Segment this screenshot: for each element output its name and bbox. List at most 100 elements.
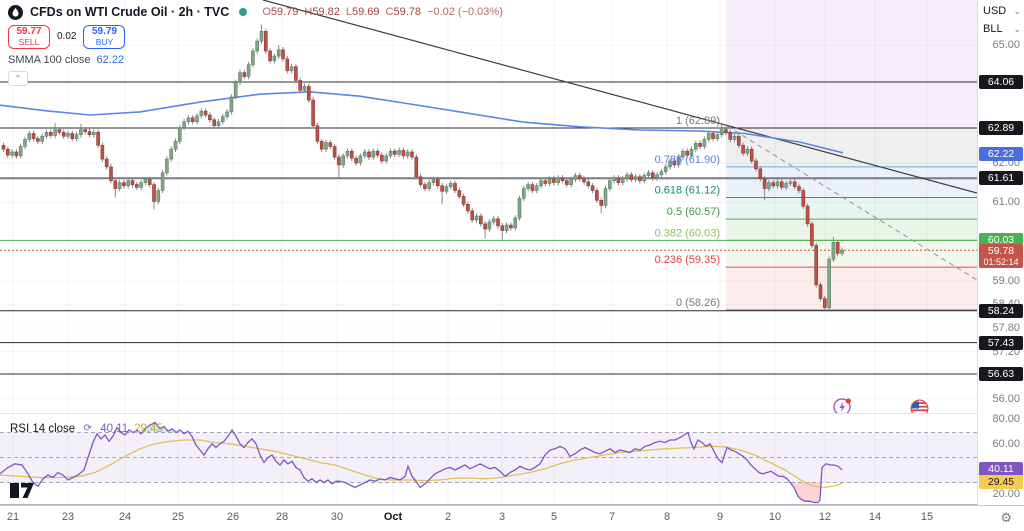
settings-gear-icon[interactable]: ⚙ xyxy=(1000,510,1012,525)
time-axis-label: 24 xyxy=(118,511,132,523)
price-axis-tick: 59.00 xyxy=(992,274,1020,287)
time-axis-label: 5 xyxy=(550,511,558,523)
fib-label: 0.618 (61.12) xyxy=(655,185,720,197)
price-badge: 56.63 xyxy=(979,367,1023,382)
price-badge: 29.45 xyxy=(979,475,1023,490)
rsi-legend: RSI 14 close ⟳ 40.11 29.45 xyxy=(10,422,163,435)
candle-countdown: 01:52:14 xyxy=(983,257,1019,268)
fib-band xyxy=(726,128,977,167)
fib-label: 0.786 (61.90) xyxy=(655,154,720,166)
ohlc-values: O59.79 H59.82 L59.69 C59.78 −0.02 (−0.03%) xyxy=(256,6,503,18)
fib-band xyxy=(726,197,977,220)
price-axis-tick: 20.00 xyxy=(992,488,1020,500)
time-axis-label: 3 xyxy=(498,511,506,523)
ohlc-value: 59.82 xyxy=(312,6,340,18)
price-badge: 59.78 01:52:14 xyxy=(979,244,1023,269)
smma-label: SMMA 100 close xyxy=(8,54,91,66)
rsi-title: RSI 14 close xyxy=(10,422,76,435)
price-badge: 60.03 xyxy=(979,233,1023,248)
fib-label: 1 (62.89) xyxy=(676,115,720,127)
collapse-legend-button[interactable]: ⌃ xyxy=(8,71,28,86)
time-axis-label: 7 xyxy=(608,511,616,523)
time-axis-label: 26 xyxy=(226,511,240,523)
unit-label: BLL xyxy=(983,23,1003,35)
rsi-indicator-pane[interactable]: RSI 14 close ⟳ 40.11 29.45 xyxy=(0,413,977,505)
market-status-dot xyxy=(239,8,248,16)
price-axis-tick: 56.00 xyxy=(992,392,1020,405)
time-axis-label: 10 xyxy=(768,511,782,523)
symbol-logo-icon xyxy=(8,4,23,20)
price-axis-tick: 61.00 xyxy=(992,196,1020,209)
price-badge: 57.43 xyxy=(979,335,1023,350)
smma-value: 62.22 xyxy=(96,54,125,66)
tradingview-logo[interactable] xyxy=(10,483,34,498)
smma-line[interactable] xyxy=(0,90,844,154)
price-scale[interactable]: USD ⌄ BLL ⌄ 65.0062.0061.0059.0058.4057.… xyxy=(977,0,1024,505)
rsi-canvas[interactable] xyxy=(0,414,977,504)
price-badge: 61.61 xyxy=(979,171,1023,186)
sell-button[interactable]: 59.77 SELL xyxy=(8,24,50,49)
time-axis-label: 14 xyxy=(868,511,882,523)
economic-event-us-flag-icon[interactable] xyxy=(910,399,929,413)
currency-label: USD xyxy=(983,5,1007,17)
price-axis-tick: 65.00 xyxy=(992,39,1020,52)
time-axis-label: 9 xyxy=(716,511,724,523)
buy-button[interactable]: 59.79 BUY xyxy=(83,24,126,49)
rsi-ma-line xyxy=(0,439,843,489)
fib-band xyxy=(726,267,977,310)
fib-label: 0.382 (60.03) xyxy=(655,227,720,239)
ohlc-value: 59.69 xyxy=(352,6,380,18)
ohlc-key: C xyxy=(385,6,394,18)
smma-indicator-legend: SMMA 100 close 62.22 xyxy=(8,54,503,66)
price-badge: 58.24 xyxy=(979,303,1023,318)
time-axis-label: 15 xyxy=(920,511,934,523)
chevron-up-icon: ⌃ xyxy=(14,74,22,83)
ohlc-key: L xyxy=(345,6,353,18)
time-axis-label: 23 xyxy=(61,511,75,523)
price-badge: 64.06 xyxy=(979,75,1023,90)
time-axis-label: 21 xyxy=(6,511,20,523)
fib-label: 0 (58.26) xyxy=(676,297,720,309)
price-badge: 62.22 xyxy=(979,147,1023,162)
spread-value: 0.02 xyxy=(57,31,77,42)
change-value: −0.02 (−0.03%) xyxy=(427,6,503,18)
fib-band xyxy=(726,0,977,128)
time-axis-label: 28 xyxy=(275,511,289,523)
time-scale[interactable]: 21 23 24 25 26 28 30 Oct 2 3 5 7 8 9 10 12 14 15 ⚙ xyxy=(0,505,1024,531)
price-axis-tick: 60.00 xyxy=(992,438,1020,450)
chevron-down-icon: ⌄ xyxy=(1013,5,1021,16)
fib-label: 0.236 (59.35) xyxy=(655,254,720,266)
price-axis-tick: 57.80 xyxy=(992,322,1020,335)
fib-band xyxy=(726,219,977,241)
sell-price: 59.77 xyxy=(16,25,42,37)
buy-label: BUY xyxy=(95,36,114,47)
trendline[interactable] xyxy=(262,0,977,194)
time-axis-label: 8 xyxy=(663,511,671,523)
currency-dropdown[interactable]: USD ⌄ xyxy=(983,5,1021,17)
event-lightning-icon[interactable] xyxy=(832,397,852,413)
chevron-down-icon: ⌄ xyxy=(1013,23,1021,34)
buy-price: 59.79 xyxy=(91,25,117,37)
time-axis-label: 2 xyxy=(444,511,452,523)
fib-band xyxy=(726,240,977,268)
price-axis-tick: 80.00 xyxy=(992,413,1020,425)
rsi-ma-value: 29.45 xyxy=(134,422,163,435)
fib-label: 0.5 (60.57) xyxy=(667,206,720,218)
ohlc-value: 59.78 xyxy=(393,6,422,18)
trendline[interactable] xyxy=(726,125,977,281)
unit-dropdown[interactable]: BLL ⌄ xyxy=(983,23,1021,35)
time-axis-label: 25 xyxy=(171,511,185,523)
price-chart-pane[interactable]: 1 (62.89) 0.786 (61.90) 0.618 (61.12) 0.5 (… xyxy=(0,0,977,413)
symbol-title: CFDs on WTI Crude Oil · 2h · TVC xyxy=(30,5,230,19)
ohlc-key: H xyxy=(304,6,313,18)
rsi-loading-icon[interactable]: ⟳ xyxy=(83,423,92,434)
price-badge: 62.89 xyxy=(979,121,1023,135)
rsi-line xyxy=(0,421,843,504)
time-axis-label: Oct xyxy=(383,511,403,523)
chart-legend: CFDs on WTI Crude Oil · 2h · TVC O59.79 H… xyxy=(8,3,503,86)
price-badge: 40.11 xyxy=(979,461,1023,476)
rsi-value: 40.11 xyxy=(100,422,129,435)
price-chart-canvas[interactable]: 1 (62.89) 0.786 (61.90) 0.618 (61.12) 0.5 (… xyxy=(0,0,977,413)
sell-label: SELL xyxy=(18,36,40,47)
